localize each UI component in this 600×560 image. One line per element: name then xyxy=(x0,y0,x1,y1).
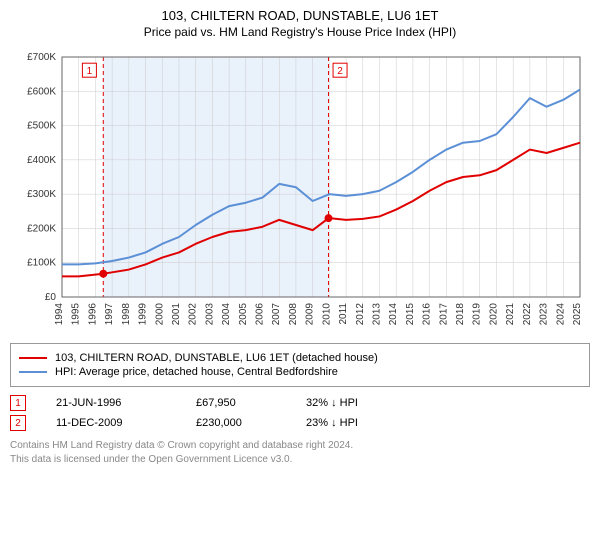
marker-date: 11-DEC-2009 xyxy=(56,417,166,429)
line-chart: £0 £100K £200K £300K £400K £500K £600K £700K 199… xyxy=(10,47,590,337)
svg-text:1995: 1995 xyxy=(71,303,82,326)
legend-label: HPI: Average price, detached house, Cent… xyxy=(55,366,338,378)
svg-text:1999: 1999 xyxy=(138,303,149,326)
svg-text:2008: 2008 xyxy=(288,303,299,326)
svg-text:2020: 2020 xyxy=(488,303,499,326)
svg-text:2015: 2015 xyxy=(405,303,416,326)
svg-text:2: 2 xyxy=(337,66,343,77)
marker-delta: 23% ↓ HPI xyxy=(306,417,426,429)
legend-item: 103, CHILTERN ROAD, DUNSTABLE, LU6 1ET (… xyxy=(19,352,581,364)
svg-text:2014: 2014 xyxy=(388,303,399,326)
marker-row: 2 11-DEC-2009 £230,000 23% ↓ HPI xyxy=(10,415,590,431)
svg-text:2022: 2022 xyxy=(522,303,533,326)
svg-text:2009: 2009 xyxy=(305,303,316,326)
svg-text:2004: 2004 xyxy=(221,303,232,326)
marker-badge: 1 xyxy=(10,395,26,411)
svg-text:1: 1 xyxy=(87,66,93,77)
svg-text:2012: 2012 xyxy=(355,303,366,326)
marker-delta: 32% ↓ HPI xyxy=(306,397,426,409)
marker-price: £67,950 xyxy=(196,397,276,409)
legend-label: 103, CHILTERN ROAD, DUNSTABLE, LU6 1ET (… xyxy=(55,352,378,364)
svg-text:1998: 1998 xyxy=(121,303,132,326)
svg-text:2025: 2025 xyxy=(572,303,583,326)
svg-text:2000: 2000 xyxy=(154,303,165,326)
attribution: Contains HM Land Registry data © Crown c… xyxy=(10,439,590,466)
chart-title: 103, CHILTERN ROAD, DUNSTABLE, LU6 1ET xyxy=(10,8,590,23)
svg-text:£400K: £400K xyxy=(27,155,56,166)
legend: 103, CHILTERN ROAD, DUNSTABLE, LU6 1ET (… xyxy=(10,343,590,387)
svg-text:£0: £0 xyxy=(45,292,57,303)
svg-text:2005: 2005 xyxy=(238,303,249,326)
legend-swatch xyxy=(19,357,47,359)
svg-text:2016: 2016 xyxy=(422,303,433,326)
svg-text:2018: 2018 xyxy=(455,303,466,326)
marker-date: 21-JUN-1996 xyxy=(56,397,166,409)
svg-text:£700K: £700K xyxy=(27,52,56,63)
marker-price: £230,000 xyxy=(196,417,276,429)
chart-container: 103, CHILTERN ROAD, DUNSTABLE, LU6 1ET P… xyxy=(0,0,600,472)
svg-text:2019: 2019 xyxy=(472,303,483,326)
chart-subtitle: Price paid vs. HM Land Registry's House … xyxy=(10,25,590,39)
svg-text:2010: 2010 xyxy=(321,303,332,326)
attribution-line: Contains HM Land Registry data © Crown c… xyxy=(10,439,590,453)
marker-table: 1 21-JUN-1996 £67,950 32% ↓ HPI 2 11-DEC… xyxy=(10,395,590,431)
svg-text:£200K: £200K xyxy=(27,223,56,234)
svg-text:2001: 2001 xyxy=(171,303,182,326)
svg-text:2003: 2003 xyxy=(204,303,215,326)
svg-text:2023: 2023 xyxy=(539,303,550,326)
svg-text:£500K: £500K xyxy=(27,121,56,132)
svg-text:2017: 2017 xyxy=(438,303,449,326)
svg-text:£300K: £300K xyxy=(27,189,56,200)
legend-swatch xyxy=(19,371,47,373)
svg-text:2006: 2006 xyxy=(255,303,266,326)
svg-text:£100K: £100K xyxy=(27,258,56,269)
marker-row: 1 21-JUN-1996 £67,950 32% ↓ HPI xyxy=(10,395,590,411)
legend-item: HPI: Average price, detached house, Cent… xyxy=(19,366,581,378)
svg-text:1994: 1994 xyxy=(54,303,65,326)
svg-text:£600K: £600K xyxy=(27,86,56,97)
svg-text:1997: 1997 xyxy=(104,303,115,326)
svg-text:2007: 2007 xyxy=(271,303,282,326)
svg-text:2021: 2021 xyxy=(505,303,516,326)
svg-text:2024: 2024 xyxy=(555,303,566,326)
svg-text:2013: 2013 xyxy=(371,303,382,326)
svg-text:2011: 2011 xyxy=(338,303,349,325)
svg-text:2002: 2002 xyxy=(188,303,199,326)
svg-text:1996: 1996 xyxy=(87,303,98,326)
marker-badge: 2 xyxy=(10,415,26,431)
attribution-line: This data is licensed under the Open Gov… xyxy=(10,453,590,467)
